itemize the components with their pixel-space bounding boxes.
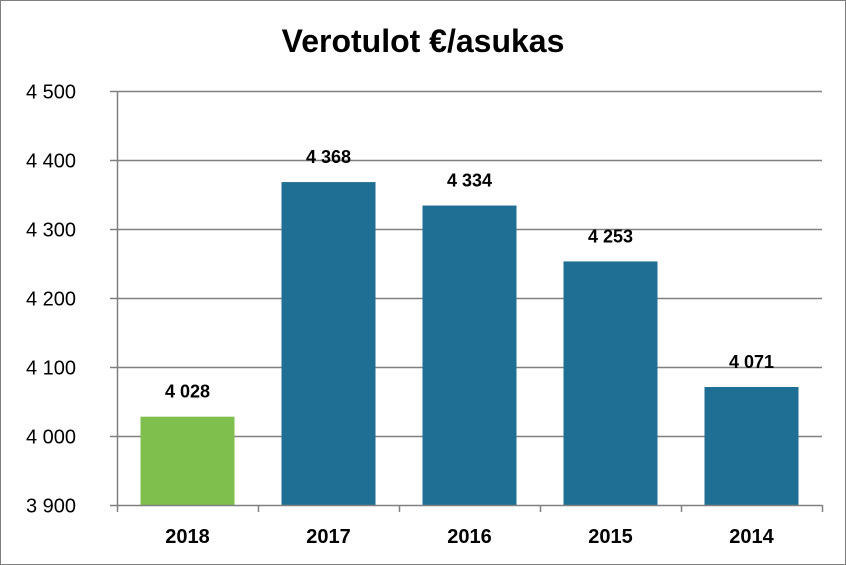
x-tick-label-2017: 2017 [306,526,351,548]
bars [140,182,799,506]
chart-title: Verotulot €/asukas [282,23,565,59]
y-tick-label: 4 000 [26,427,76,449]
bar-2018 [140,416,235,505]
bar-2015 [563,261,658,505]
axes [116,91,824,512]
x-tick-label-2016: 2016 [447,526,492,548]
y-tick-label: 4 500 [26,82,76,104]
bar-2016 [422,205,517,506]
y-axis-ticks: 3 900 4 000 4 100 4 200 4 300 4 400 4 500 [26,82,117,518]
y-tick-label: 4 400 [26,151,76,173]
data-label-2017: 4 368 [306,147,351,167]
y-tick-label: 4 100 [26,358,76,380]
data-label-2014: 4 071 [729,352,774,372]
x-tick-label-2014: 2014 [729,526,774,548]
data-label-2015: 4 253 [588,226,633,246]
data-label-2016: 4 334 [447,171,492,191]
x-tick-label-2018: 2018 [165,526,210,548]
data-labels: 4 028 4 368 4 334 4 253 4 071 [165,147,774,402]
y-tick-label: 3 900 [26,496,76,518]
y-tick-label: 4 300 [26,220,76,242]
bar-2014 [704,387,799,505]
bar-2017 [281,182,376,505]
x-tick-label-2015: 2015 [588,526,633,548]
x-axis-ticks: 2018 2017 2016 2015 2014 [165,526,774,548]
y-tick-label: 4 200 [26,289,76,311]
data-label-2018: 4 028 [165,382,210,402]
